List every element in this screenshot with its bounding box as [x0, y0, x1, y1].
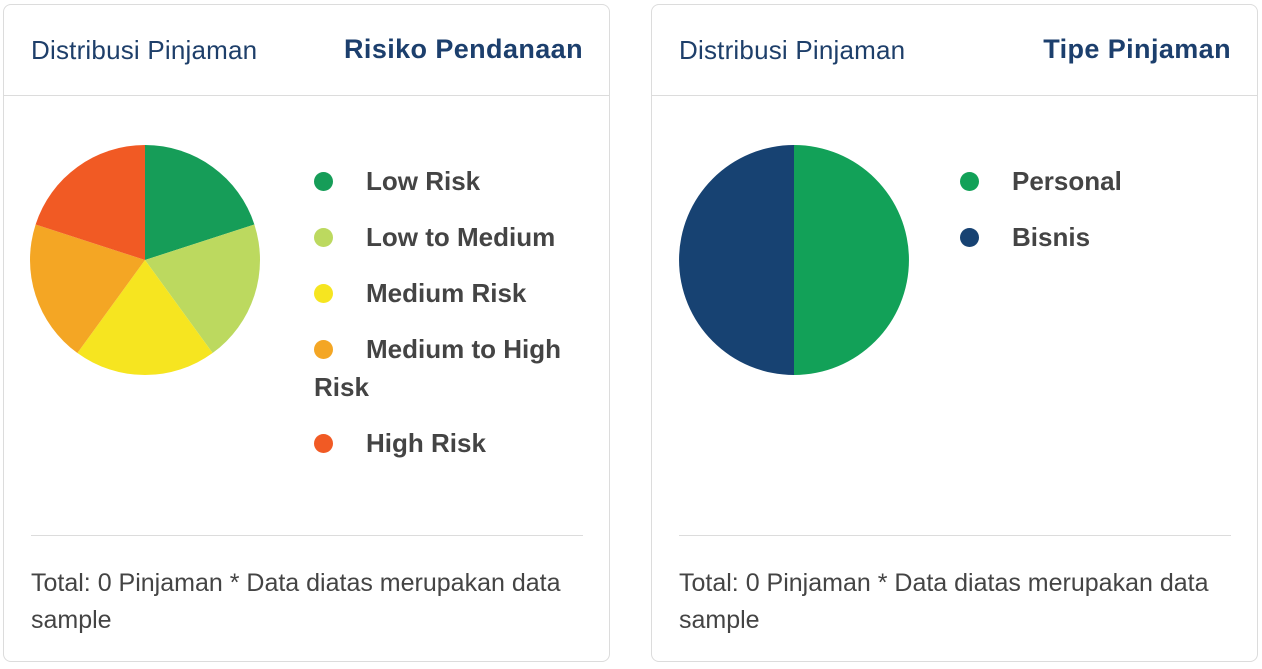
card-label: Distribusi Pinjaman	[679, 35, 906, 65]
pie-slice-low-to-medium	[145, 224, 261, 354]
risk-distribution-card: Distribusi Pinjaman Risiko Pendanaan Low…	[3, 4, 610, 662]
legend-item-high-risk: High Risk	[314, 424, 584, 462]
pie-slice-medium-risk	[77, 260, 213, 376]
legend-label: Medium to High Risk	[314, 334, 561, 402]
legend-item-medium-risk: Medium Risk	[314, 274, 584, 312]
legend-item-personal: Personal	[960, 162, 1230, 200]
legend-swatch	[314, 433, 333, 453]
card-title: Tipe Pinjaman	[1043, 34, 1231, 64]
legend-swatch	[960, 171, 979, 191]
card-divider	[679, 535, 1231, 536]
legend-label: Low to Medium	[366, 222, 556, 252]
loan-type-pie-chart	[676, 142, 912, 378]
card-title: Risiko Pendanaan	[344, 34, 583, 64]
card-footer: Total: 0 Pinjaman * Data diatas merupaka…	[679, 569, 1209, 634]
loan-type-card: Distribusi Pinjaman Tipe Pinjaman Person…	[651, 4, 1258, 662]
legend-swatch	[314, 227, 333, 247]
legend-label: Low Risk	[366, 166, 481, 196]
loan-type-pie-svg	[679, 145, 909, 375]
legend-item-bisnis: Bisnis	[960, 218, 1230, 256]
card-divider	[31, 535, 583, 536]
card-label: Distribusi Pinjaman	[31, 35, 258, 65]
legend-swatch	[314, 283, 333, 303]
pie-slice-personal	[794, 145, 909, 375]
loan-type-legend: Personal Bisnis	[960, 162, 1230, 274]
pie-slice-bisnis	[679, 145, 794, 375]
card-header: Distribusi Pinjaman Tipe Pinjaman	[652, 5, 1257, 96]
legend-item-medium-to-high-risk: Medium to High Risk	[314, 330, 584, 406]
pie-slice-low-risk	[145, 145, 255, 260]
risk-pie-svg	[29, 145, 261, 376]
legend-label: Bisnis	[1012, 222, 1091, 252]
legend-swatch	[314, 339, 333, 359]
card-footer: Total: 0 Pinjaman * Data diatas merupaka…	[31, 569, 561, 634]
risk-legend: Low Risk Low to Medium Medium Risk Medium t…	[314, 162, 584, 480]
pie-slice-medium-to-high-risk	[29, 224, 145, 354]
legend-item-low-risk: Low Risk	[314, 162, 584, 200]
pie-slice-high-risk	[35, 145, 145, 260]
legend-label: Personal	[1012, 166, 1122, 196]
legend-swatch	[314, 171, 333, 191]
legend-item-low-to-medium: Low to Medium	[314, 218, 584, 256]
legend-swatch	[960, 227, 979, 247]
risk-pie-chart	[27, 142, 263, 378]
legend-label: Medium Risk	[366, 278, 527, 308]
card-header: Distribusi Pinjaman Risiko Pendanaan	[4, 5, 609, 96]
legend-label: High Risk	[366, 428, 486, 458]
